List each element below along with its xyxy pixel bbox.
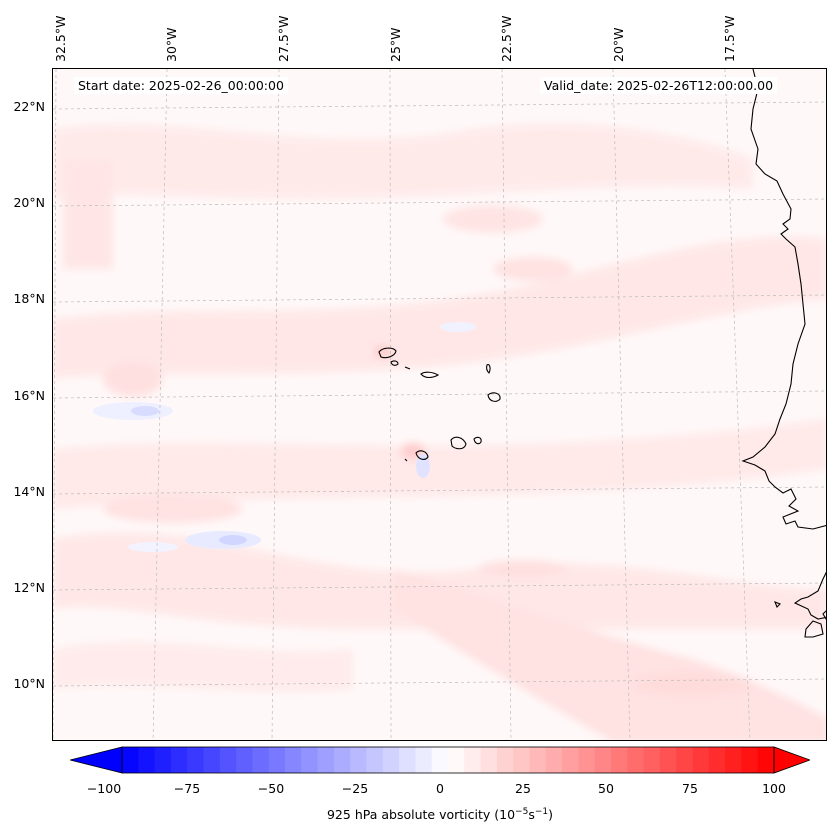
- colorbar-segment: [333, 747, 351, 773]
- colorbar-segment: [285, 747, 302, 773]
- lon-label-25w: 25°W: [388, 27, 403, 62]
- colorbar-segment: [529, 747, 547, 773]
- colorbar-segment: [122, 747, 139, 773]
- colorbar-segment: [643, 747, 661, 773]
- african-coastline: [741, 69, 826, 638]
- lat-label-20n: 20°N: [13, 195, 45, 210]
- colorbar-tick-2: −50: [257, 781, 285, 796]
- colorbar-segment: [513, 747, 530, 773]
- colorbar-segment: [219, 747, 237, 773]
- colorbar-segment: [708, 747, 726, 773]
- vorticity-map: [53, 69, 826, 740]
- lon-label-32-5w: 32.5°W: [53, 15, 68, 62]
- colorbar-segment: [252, 747, 270, 773]
- colorbar-segment: [545, 747, 563, 773]
- lon-label-27-5w: 27.5°W: [276, 15, 291, 62]
- colorbar-segment: [350, 747, 367, 773]
- colorbar-tick-7: 75: [682, 781, 698, 796]
- negative-vorticity-patches: [93, 322, 476, 552]
- colorbar-segment: [594, 747, 612, 773]
- colorbar-label: 925 hPa absolute vorticity (10−5s−1): [326, 807, 553, 823]
- colorbar-tick-5: 25: [515, 781, 531, 796]
- colorbar-segment: [578, 747, 596, 773]
- colorbar-segment: [170, 747, 188, 773]
- colorbar-tick-3: −25: [341, 781, 369, 796]
- colorbar-segment: [382, 747, 400, 773]
- lon-label-22-5w: 22.5°W: [499, 15, 514, 62]
- lat-label-22n: 22°N: [13, 99, 45, 114]
- colorbar-segment: [301, 747, 319, 773]
- valid-date-label: Valid_date: 2025-02-26T12:00:00.00: [540, 77, 778, 94]
- colorbar-outline: [121, 746, 775, 774]
- colorbar-segment: [415, 747, 433, 773]
- lat-label-16n: 16°N: [13, 388, 45, 403]
- colorbar-segment: [431, 747, 449, 773]
- lat-label-12n: 12°N: [13, 580, 45, 595]
- colorbar-segment: [741, 747, 759, 773]
- colorbar-segment: [187, 747, 204, 773]
- colorbar-segment: [366, 747, 384, 773]
- vorticity-field: [53, 123, 826, 740]
- colorbar-min-arrow: [70, 746, 123, 774]
- colorbar-segment: [154, 747, 172, 773]
- start-date-label: Start date: 2025-02-26_00:00:00: [74, 77, 288, 94]
- colorbar-segment: [268, 747, 286, 773]
- colorbar-segment: [203, 747, 221, 773]
- map-panel[interactable]: [52, 68, 827, 741]
- colorbar-segment: [692, 747, 710, 773]
- colorbar-segment: [317, 747, 335, 773]
- lon-label-20w: 20°W: [611, 27, 626, 62]
- colorbar-segment: [627, 747, 645, 773]
- colorbar-segment: [496, 747, 514, 773]
- colorbar-segment: [562, 747, 579, 773]
- colorbar-max-arrow: [773, 746, 810, 774]
- cape-verde-islands: [378, 347, 501, 462]
- colorbar-segment: [757, 747, 775, 773]
- colorbar-tick-6: 50: [598, 781, 614, 796]
- colorbar-segment: [448, 747, 465, 773]
- lon-label-17-5w: 17.5°W: [722, 15, 737, 62]
- colorbar-segment: [399, 747, 416, 773]
- colorbar-segment: [464, 747, 482, 773]
- colorbar-tick-1: −75: [173, 781, 201, 796]
- colorbar-segment: [676, 747, 693, 773]
- colorbar-tick-8: 100: [762, 781, 786, 796]
- lat-label-10n: 10°N: [13, 676, 45, 691]
- colorbar-segment: [138, 747, 156, 773]
- colorbar-tick-0: −100: [86, 781, 122, 796]
- colorbar-segment: [659, 747, 677, 773]
- colorbar-segment: [725, 747, 742, 773]
- lat-label-14n: 14°N: [13, 484, 45, 499]
- colorbar-tick-4: 0: [436, 781, 444, 796]
- colorbar-segment: [480, 747, 498, 773]
- colorbar-segment: [236, 747, 253, 773]
- colorbar: [70, 746, 810, 774]
- lat-label-18n: 18°N: [13, 291, 45, 306]
- lon-label-30w: 30°W: [164, 27, 179, 62]
- colorbar-segment: [611, 747, 628, 773]
- gridlines: [53, 69, 826, 740]
- colorbar-segments: [122, 747, 775, 773]
